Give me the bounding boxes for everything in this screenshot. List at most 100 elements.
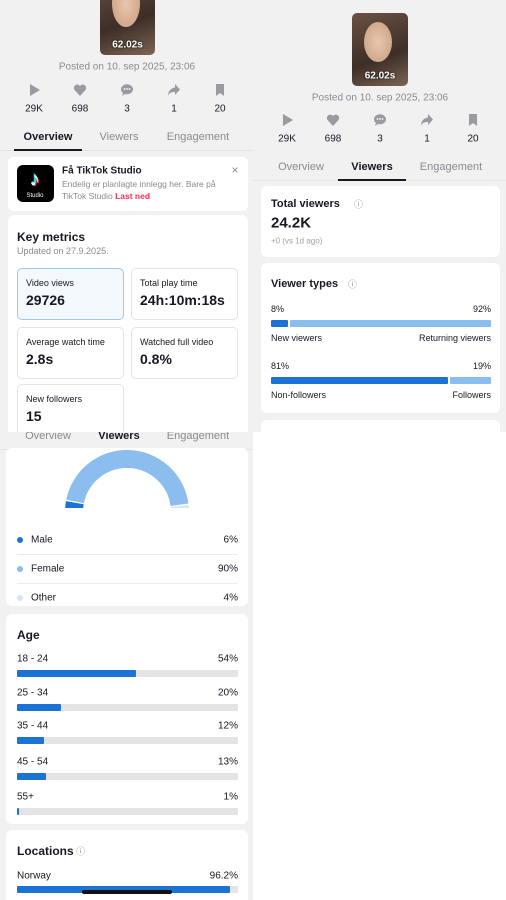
info-icon: ⓘ bbox=[348, 279, 358, 290]
tab[interactable]: Viewers bbox=[98, 432, 140, 442]
donut-segment bbox=[66, 450, 189, 507]
tab[interactable]: Viewers bbox=[99, 131, 139, 143]
metric-box: Average watch time 2.8s bbox=[17, 327, 124, 379]
stat-count: 3 bbox=[377, 133, 383, 145]
tab[interactable]: Overview bbox=[25, 432, 71, 442]
age-bar bbox=[17, 737, 44, 744]
stat-icon bbox=[120, 84, 133, 96]
stat-count: 20 bbox=[467, 133, 479, 145]
row-divider bbox=[17, 554, 238, 555]
viewer-type-label: Non-followers bbox=[271, 390, 327, 400]
age-range: 45 - 54 bbox=[17, 756, 49, 768]
stat-count: 29K bbox=[278, 133, 296, 145]
stat-icon bbox=[373, 114, 386, 126]
metric-value: 29726 bbox=[26, 292, 65, 308]
stat-icon bbox=[421, 114, 433, 126]
viewer-type-bar bbox=[289, 320, 491, 327]
gender-label: Female bbox=[31, 563, 65, 575]
gender-donut bbox=[65, 450, 189, 508]
tab[interactable]: Overview bbox=[278, 161, 324, 173]
metric-box: Watched full video 0.8% bbox=[131, 327, 238, 379]
promo-body: Endelig er planlagte innlegg her. Bare p… bbox=[62, 179, 216, 201]
metric-box: Video views 29726 bbox=[17, 268, 124, 320]
age-percent: 54% bbox=[217, 653, 238, 665]
age-percent: 1% bbox=[223, 791, 238, 803]
stat-icon bbox=[283, 114, 293, 126]
stat-icon bbox=[216, 84, 224, 96]
bar-track bbox=[17, 737, 238, 744]
tab[interactable]: Engagement bbox=[166, 432, 230, 442]
total-viewers-value: 24.2K bbox=[271, 214, 312, 232]
stat-count: 1 bbox=[171, 103, 177, 115]
next-card bbox=[261, 420, 500, 432]
section-title: Total viewers bbox=[271, 198, 340, 210]
thumbnail-face bbox=[112, 0, 140, 27]
total-viewers-change: +0 (vs 1d ago) bbox=[271, 236, 323, 246]
stat-count: 698 bbox=[324, 133, 342, 145]
blank-area bbox=[253, 432, 506, 900]
app-logo-note: ♪ bbox=[30, 168, 40, 191]
metric-value: 24h:10m:18s bbox=[140, 292, 225, 308]
age-range: 25 - 34 bbox=[17, 687, 49, 699]
tab[interactable]: Overview bbox=[23, 131, 73, 143]
gender-percent: 90% bbox=[217, 563, 238, 575]
video-duration: 62.02s bbox=[112, 39, 143, 51]
age-bar bbox=[17, 670, 137, 677]
section-title: Key metrics bbox=[17, 230, 86, 244]
close-button[interactable]: × bbox=[231, 163, 239, 177]
metric-label: New followers bbox=[26, 394, 83, 404]
stat-count: 20 bbox=[214, 103, 226, 115]
tab-underline bbox=[14, 149, 82, 151]
metric-box: New followers 15 bbox=[17, 384, 124, 432]
viewer-type-percent: 8% bbox=[271, 304, 285, 314]
age-bar bbox=[17, 704, 62, 711]
stat-count: 1 bbox=[424, 133, 430, 145]
tab[interactable]: Engagement bbox=[419, 161, 483, 173]
promo-card: Studio ♪ Få TikTok Studio Endelig er planla… bbox=[8, 157, 248, 211]
age-range: 55+ bbox=[17, 791, 34, 803]
gender-percent: 6% bbox=[223, 534, 238, 546]
app-logo-label: Studio bbox=[26, 193, 44, 199]
stat-icon bbox=[469, 114, 477, 126]
age-bar bbox=[17, 808, 20, 815]
stat-count: 29K bbox=[25, 103, 43, 115]
promo-link[interactable]: Last ned bbox=[115, 191, 151, 201]
info-icon: ⓘ bbox=[354, 199, 364, 210]
viewer-type-percent: 81% bbox=[271, 361, 290, 371]
stat-icon bbox=[30, 84, 40, 96]
posted-date: Posted on 10. sep 2025, 23:06 bbox=[58, 61, 196, 73]
age-percent: 13% bbox=[217, 756, 238, 768]
donut-segment bbox=[65, 501, 84, 508]
viewer-type-bar bbox=[450, 377, 491, 384]
metric-label: Average watch time bbox=[26, 337, 105, 347]
overview-panel: 62.02s Posted on 10. sep 2025, 23:06 29K 69… bbox=[0, 0, 253, 432]
age-range: 35 - 44 bbox=[17, 720, 49, 732]
tab-underline bbox=[338, 179, 406, 181]
age-percent: 20% bbox=[217, 687, 238, 699]
location-percent: 96.2% bbox=[209, 870, 238, 882]
gender-label: Other bbox=[31, 592, 57, 604]
tab[interactable]: Viewers bbox=[351, 161, 393, 173]
age-range: 18 - 24 bbox=[17, 653, 49, 665]
tab[interactable]: Engagement bbox=[166, 131, 230, 143]
stat-icon bbox=[73, 84, 87, 96]
viewer-type-percent: 19% bbox=[472, 361, 491, 371]
age-bar bbox=[17, 773, 46, 780]
section-title: Viewer types bbox=[271, 278, 339, 290]
stat-icon bbox=[326, 114, 340, 126]
locations-card: Locations ⓘ Norway 96.2% bbox=[6, 830, 248, 900]
posted-date: Posted on 10. sep 2025, 23:06 bbox=[311, 92, 449, 104]
viewer-type-label: Followers bbox=[452, 390, 491, 400]
metric-value: 15 bbox=[26, 408, 42, 424]
total-viewers-card: Total viewers ⓘ 24.2K +0 (vs 1d ago) bbox=[261, 186, 500, 257]
promo-text: Endelig er planlagte innlegg her. Bare p… bbox=[62, 178, 232, 204]
section-title: Locations bbox=[17, 844, 74, 858]
tab-divider bbox=[0, 150, 253, 151]
legend-dot bbox=[17, 537, 23, 543]
key-metrics-card: Key metrics Updated on 27.9.2025. Video vi… bbox=[8, 215, 248, 432]
row-divider bbox=[17, 583, 238, 584]
video-duration: 62.02s bbox=[364, 70, 396, 82]
legend-dot bbox=[17, 595, 23, 601]
viewer-type-label: New viewers bbox=[271, 333, 323, 343]
